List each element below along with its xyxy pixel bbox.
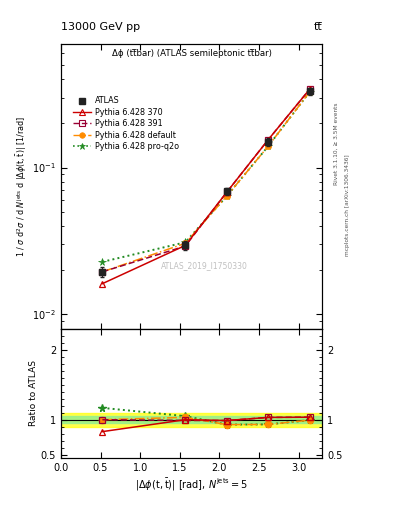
Legend: ATLAS, Pythia 6.428 370, Pythia 6.428 391, Pythia 6.428 default, Pythia 6.428 pr: ATLAS, Pythia 6.428 370, Pythia 6.428 39… — [70, 93, 182, 154]
Text: mcplots.cern.ch [arXiv:1306.3436]: mcplots.cern.ch [arXiv:1306.3436] — [345, 154, 350, 255]
Text: Δϕ (tt̅bar) (ATLAS semileptonic tt̅bar): Δϕ (tt̅bar) (ATLAS semileptonic tt̅bar) — [112, 49, 272, 58]
Text: ATLAS_2019_I1750330: ATLAS_2019_I1750330 — [161, 262, 248, 270]
Text: 13000 GeV pp: 13000 GeV pp — [61, 22, 140, 32]
Bar — [61, 416, 322, 423]
Y-axis label: 1 / $\sigma$ d$^2\sigma$ / d $N^{\rm jets}$ d $|\Delta\phi(\rm t,\bar{t})|$ [1/r: 1 / $\sigma$ d$^2\sigma$ / d $N^{\rm jet… — [15, 116, 29, 257]
Bar — [61, 413, 322, 426]
Y-axis label: Ratio to ATLAS: Ratio to ATLAS — [29, 360, 38, 426]
Text: tt̅: tt̅ — [314, 22, 322, 32]
Text: Rivet 3.1.10, ≥ 3.5M events: Rivet 3.1.10, ≥ 3.5M events — [334, 102, 338, 185]
X-axis label: $|\Delta\phi(\rm t,\bar{t})|$ [rad], $N^{\rm jets}=5$: $|\Delta\phi(\rm t,\bar{t})|$ [rad], $N^… — [135, 477, 248, 493]
